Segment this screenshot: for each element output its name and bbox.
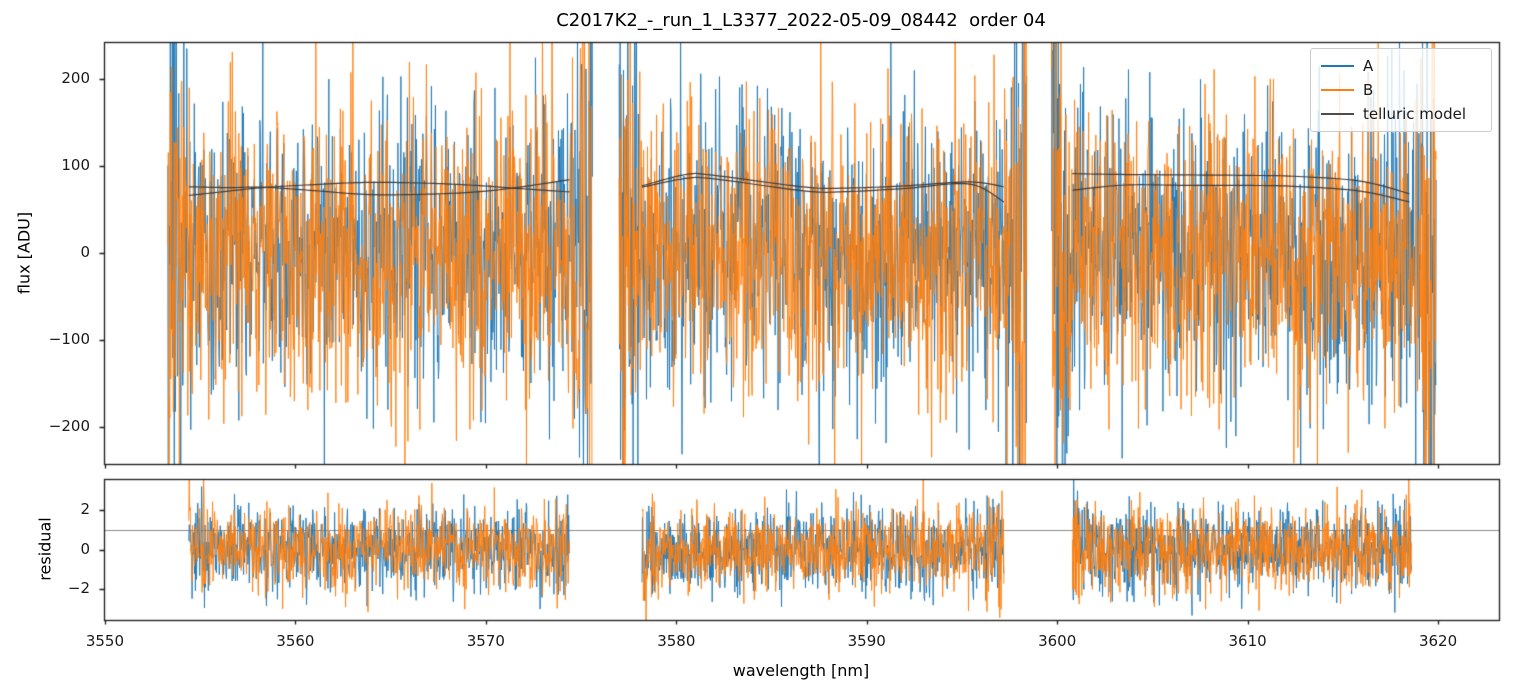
legend-entry-telluric: telluric model: [1321, 105, 1481, 123]
wavelength-xtick-label: 3610: [1228, 632, 1267, 650]
legend-entry-b: B: [1321, 81, 1481, 99]
wavelength-xtick-label: 3590: [847, 632, 886, 650]
residual-ytick-label: 0: [80, 539, 90, 558]
wavelength-xtick-label: 3600: [1038, 632, 1077, 650]
residual-ytick-label: 2: [80, 499, 90, 518]
legend: A B telluric model: [1310, 48, 1492, 132]
wavelength-xtick-label: 3550: [85, 632, 125, 650]
flux-ytick-label: −200: [48, 417, 90, 436]
series-b-line-sample: [1321, 89, 1354, 91]
flux-ytick-label: 0: [80, 243, 90, 261]
series-a-line-sample: [1321, 65, 1354, 67]
wavelength-xtick-label: 3580: [657, 632, 696, 650]
wavelength-xtick-label: 3620: [1418, 632, 1458, 650]
flux-ytick-label: 200: [61, 68, 90, 87]
residual-ytick-label: −2: [67, 579, 90, 598]
telluric-model-line-sample: [1321, 113, 1354, 115]
legend-label-b: B: [1363, 81, 1374, 99]
flux-ytick-label: 100: [61, 155, 90, 174]
legend-label-telluric: telluric model: [1363, 105, 1467, 123]
legend-entry-a: A: [1321, 57, 1481, 75]
wavelength-xtick-label: 3570: [466, 632, 505, 650]
legend-label-a: A: [1363, 57, 1374, 75]
plot-title: C2017K2_-_run_1_L3377_2022-05-09_08442 o…: [556, 10, 1046, 31]
wavelength-xtick-label: 3560: [276, 632, 315, 650]
wavelength-axis-label: wavelength [nm]: [732, 661, 870, 680]
flux-ytick-label: −100: [48, 330, 90, 349]
